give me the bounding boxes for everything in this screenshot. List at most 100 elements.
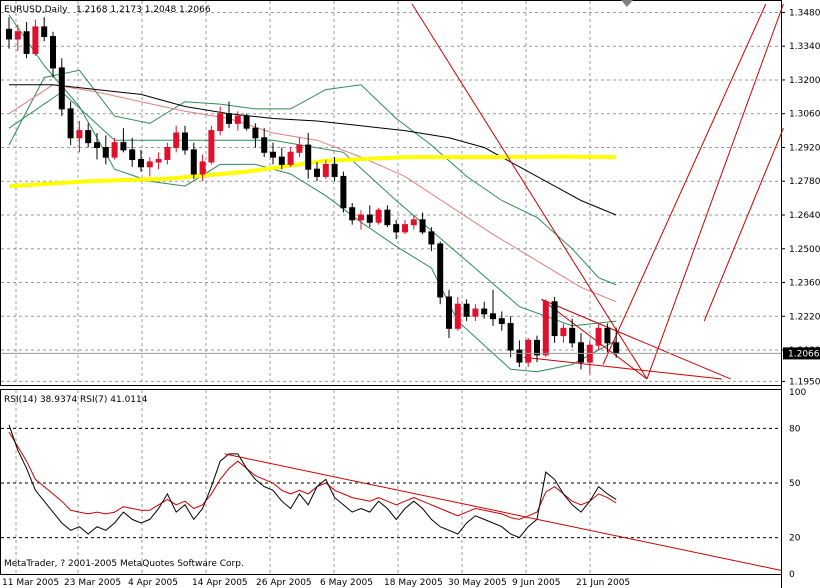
bollinger-mid-line [8, 91, 617, 327]
candle-body [481, 308, 488, 315]
rsi-axis: 100 80 50 20 0 [789, 388, 806, 580]
price-grid [1, 1, 781, 574]
candle-body [419, 219, 426, 233]
trendlines [411, 3, 784, 380]
candle-body [208, 130, 215, 163]
ma-fast-line [8, 84, 617, 303]
candle-body [340, 175, 347, 209]
time-tick-label: 6 May 2005 [320, 578, 373, 588]
bollinger-upper-line [8, 69, 617, 286]
candle-body [217, 113, 224, 132]
rsi-tick-label: 50 [789, 479, 801, 489]
price-tick-label: 1.2500 [789, 245, 820, 255]
trendline-support [523, 356, 722, 380]
candle-body [516, 349, 523, 363]
candle-body [234, 115, 241, 124]
rsi-tick-label: 100 [789, 388, 806, 398]
price-tick-label: 1.3200 [789, 76, 820, 86]
time-tick-label: 4 Apr 2005 [128, 578, 178, 588]
candle-body [67, 108, 74, 139]
candle-body [463, 303, 470, 317]
current-price-label: 1.2066 [788, 349, 820, 359]
candle-body [393, 224, 400, 233]
candle-body [6, 28, 12, 40]
candle-body [85, 130, 92, 144]
trendline-fan-1 [602, 3, 767, 365]
candle-body [243, 115, 250, 129]
trendline-down-long [411, 3, 648, 380]
candle-body [32, 26, 39, 54]
time-tick-label: 26 Apr 2005 [256, 578, 312, 588]
candle-body [349, 207, 356, 221]
rsi-trendline [224, 453, 782, 571]
candles [6, 17, 620, 375]
time-tick-label: 23 Mar 2005 [64, 578, 121, 588]
candle-body [287, 151, 294, 165]
candle-body [384, 209, 391, 226]
time-axis: 11 Mar 2005 23 Mar 2005 4 Apr 2005 14 Apr 2… [2, 578, 630, 588]
candle-body [50, 36, 56, 69]
rsi14-line [8, 431, 617, 520]
price-axis: 1.3480 1.3340 1.3200 1.3060 1.2920 1.2780 1.26… [781, 8, 820, 387]
candle-body [560, 327, 567, 337]
candle-body [542, 301, 549, 356]
candle-body [146, 161, 153, 168]
price-panel-frame [0, 0, 782, 386]
price-tick-label: 1.2220 [789, 312, 820, 322]
candle-body [472, 308, 479, 317]
price-tick-label: 1.3340 [789, 42, 820, 52]
rsi-header: RSI(14) 38.9374 RSI(7) 41.0114 [4, 395, 148, 405]
candle-body [498, 318, 505, 325]
candle-body [454, 303, 461, 329]
copyright-label: MetaTrader, ? 2001-2005 MetaQuotes Softw… [4, 559, 244, 569]
candle-body [578, 342, 584, 363]
symbol-label: EURUSD,Daily [4, 5, 68, 15]
candle-body [410, 219, 417, 226]
time-tick-label: 30 May 2005 [448, 578, 507, 588]
candle-body [534, 339, 540, 356]
candle-body [278, 156, 285, 165]
candle-body [58, 67, 65, 110]
candle-body [358, 214, 364, 221]
candle-body [551, 301, 558, 337]
candle-body [604, 327, 611, 344]
price-tick-label: 1.2780 [789, 177, 820, 187]
trendline-swing-down [541, 298, 648, 380]
candle-body [173, 132, 180, 148]
time-tick-label: 11 Mar 2005 [2, 578, 59, 588]
candle-body [296, 144, 303, 153]
candle-body [94, 142, 100, 148]
time-tick-label: 9 Jun 2005 [512, 578, 560, 588]
candle-body [305, 144, 312, 170]
ohlc-header: 1.2168 1.2173 1.2048 1.2066 [76, 5, 211, 15]
candle-body [490, 313, 496, 320]
candle-body [428, 231, 435, 245]
candle-body [569, 327, 576, 344]
price-tick-label: 1.3060 [789, 110, 820, 120]
price-tick-label: 1.2640 [789, 211, 820, 221]
candle-body [314, 168, 320, 177]
candle-body [14, 31, 21, 40]
candle-body [111, 142, 118, 158]
candle-body [102, 146, 109, 158]
candle-body [322, 163, 329, 177]
rsi-tick-label: 20 [789, 534, 801, 544]
rsi-tick-label: 80 [789, 424, 801, 434]
candle-body [595, 327, 602, 346]
candle-body [182, 132, 188, 151]
candle-body [138, 159, 144, 168]
candle-body [155, 159, 162, 163]
candle-body [613, 342, 620, 354]
time-tick-label: 21 Jun 2005 [576, 578, 630, 588]
candle-body [261, 137, 268, 153]
rsi-grid [1, 427, 781, 539]
candle-body [437, 243, 444, 298]
rsi-tick-label: 0 [789, 570, 795, 580]
candle-body [270, 151, 276, 158]
rsi7-line [8, 424, 617, 539]
candle-body [41, 26, 48, 38]
candle-body [331, 163, 338, 177]
chart-shift-marker-icon[interactable] [621, 0, 633, 7]
candle-body [375, 209, 382, 223]
